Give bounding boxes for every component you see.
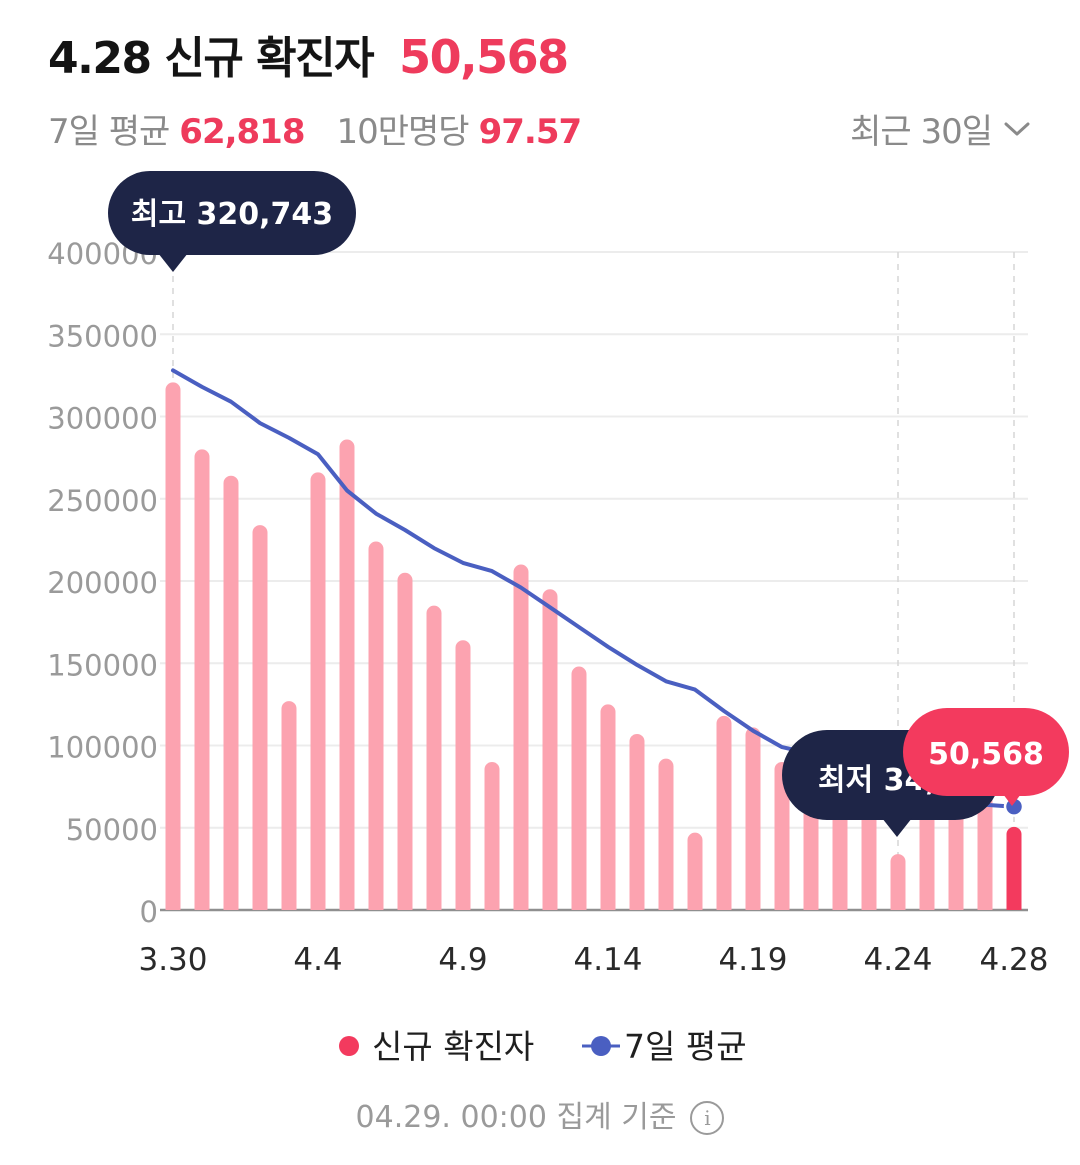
bar-4.19[interactable]	[745, 727, 761, 910]
bar-4.16[interactable]	[658, 758, 674, 910]
legend: 신규 확진자 7일 평균	[339, 1027, 747, 1066]
bar-4.3[interactable]	[281, 701, 297, 910]
today-count: 50,568	[399, 30, 569, 84]
chevron-down-icon	[1004, 122, 1030, 135]
period-dropdown[interactable]: 최근 30일	[850, 104, 1032, 153]
current-tooltip: 50,568	[903, 708, 1069, 806]
x-tick-label: 4.14	[573, 942, 642, 978]
y-tick-label: 50000	[66, 813, 158, 847]
summary-row: 7일 평균 62,818 10만명당 97.57 최근 30일	[48, 104, 1032, 152]
per100k-value: 97.57	[478, 112, 583, 152]
bar-4.14[interactable]	[600, 704, 616, 910]
bar-4.24[interactable]	[890, 854, 906, 910]
bar-4.17[interactable]	[687, 832, 703, 910]
y-tick-label: 350000	[47, 319, 158, 353]
per100k-label: 10만명당	[336, 112, 469, 152]
x-tick-label: 4.4	[293, 942, 342, 978]
bar-4.6[interactable]	[368, 541, 384, 910]
bar-4.20[interactable]	[774, 761, 790, 910]
bar-4.4[interactable]	[310, 472, 326, 910]
legend-bar-label: 신규 확진자	[372, 1027, 534, 1066]
max-tooltip-text: 최고 320,743	[131, 197, 333, 232]
bar-4.18[interactable]	[716, 715, 732, 910]
x-tick-label: 4.24	[863, 942, 932, 978]
bar-4.13[interactable]	[571, 666, 587, 910]
footer-text: 04.29. 00:00 집계 기준	[355, 1100, 677, 1135]
info-icon[interactable]: i	[690, 1101, 725, 1135]
legend-bar-marker	[339, 1036, 359, 1056]
page-title: 4.28 신규 확진자	[48, 33, 375, 84]
legend-line-dot	[591, 1036, 611, 1056]
y-tick-label: 0	[140, 895, 158, 929]
bar-4.9[interactable]	[455, 640, 471, 910]
bar-4.8[interactable]	[426, 605, 442, 910]
bar-4.1[interactable]	[223, 475, 239, 910]
y-tick-label: 300000	[47, 402, 158, 436]
x-axis-labels: 3.30 4.4 4.9 4.14 4.19 4.24 4.28	[138, 942, 1048, 978]
bar-4.12[interactable]	[542, 589, 558, 910]
x-tick-label: 4.9	[438, 942, 487, 978]
bar-4.11[interactable]	[513, 564, 529, 910]
footer: 04.29. 00:00 집계 기준 i	[0, 1092, 1080, 1136]
bar-3.31[interactable]	[194, 449, 210, 910]
x-tick-label: 4.28	[979, 942, 1048, 978]
period-label: 최근 30일	[850, 112, 993, 152]
x-tick-label: 3.30	[138, 942, 207, 978]
y-tick-label: 150000	[47, 648, 158, 682]
bar-4.25[interactable]	[919, 811, 935, 910]
bar-4.27[interactable]	[977, 783, 993, 910]
y-tick-label: 200000	[47, 566, 158, 600]
grid-layer	[160, 251, 1028, 912]
bar-4.23[interactable]	[861, 804, 877, 910]
header: 4.28 신규 확진자 50,568 7일 평균 62,818 10만명당 97…	[48, 22, 1032, 152]
y-axis-labels: 0 50000 100000 150000 200000 250000 300000 3500…	[47, 237, 158, 929]
y-tick-label: 250000	[47, 484, 158, 518]
current-tooltip-text: 50,568	[928, 737, 1044, 772]
bar-4.2[interactable]	[252, 525, 268, 910]
bar-4.5[interactable]	[339, 439, 355, 910]
legend-line-label: 7일 평균	[624, 1027, 747, 1066]
x-tick-label: 4.19	[718, 942, 787, 978]
bar-4.10[interactable]	[484, 761, 500, 910]
bar-4.15[interactable]	[629, 733, 645, 910]
avg-label: 7일 평균	[48, 112, 170, 152]
avg-value: 62,818	[179, 112, 305, 152]
bar-4.28[interactable]	[1006, 826, 1022, 910]
y-tick-label: 100000	[47, 731, 158, 765]
title-row: 4.28 신규 확진자 50,568	[48, 22, 1032, 84]
bar-3.30[interactable]	[165, 382, 181, 910]
max-tooltip: 최고 320,743	[108, 171, 356, 272]
bar-layer	[165, 382, 1022, 910]
bar-4.7[interactable]	[397, 572, 413, 910]
